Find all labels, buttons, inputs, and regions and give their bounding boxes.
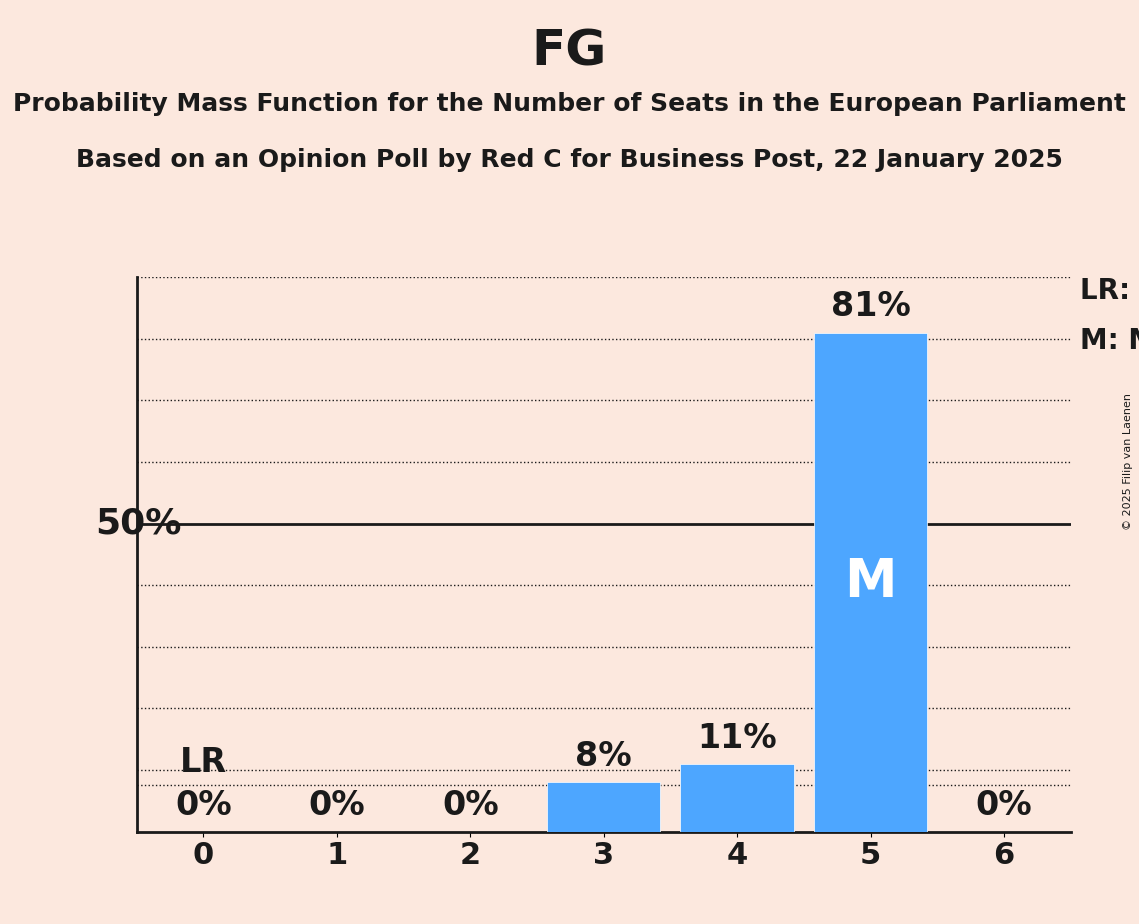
Text: Probability Mass Function for the Number of Seats in the European Parliament: Probability Mass Function for the Number… xyxy=(13,92,1126,116)
Bar xyxy=(813,333,927,832)
Bar xyxy=(680,764,794,832)
Text: FG: FG xyxy=(532,28,607,76)
Text: M: Median: M: Median xyxy=(1080,327,1139,355)
Text: 50%: 50% xyxy=(96,506,182,541)
Text: 0%: 0% xyxy=(309,789,366,822)
Text: © 2025 Filip van Laenen: © 2025 Filip van Laenen xyxy=(1123,394,1133,530)
Text: 0%: 0% xyxy=(175,789,231,822)
Text: M: M xyxy=(844,556,896,608)
Text: LR: Last Result: LR: Last Result xyxy=(1080,277,1139,305)
Text: LR: LR xyxy=(180,747,227,779)
Text: 81%: 81% xyxy=(830,290,910,323)
Text: 0%: 0% xyxy=(976,789,1032,822)
Text: 0%: 0% xyxy=(442,789,499,822)
Text: Based on an Opinion Poll by Red C for Business Post, 22 January 2025: Based on an Opinion Poll by Red C for Bu… xyxy=(76,148,1063,172)
Text: 11%: 11% xyxy=(697,722,777,755)
Text: 8%: 8% xyxy=(575,740,632,773)
Bar xyxy=(547,783,661,832)
